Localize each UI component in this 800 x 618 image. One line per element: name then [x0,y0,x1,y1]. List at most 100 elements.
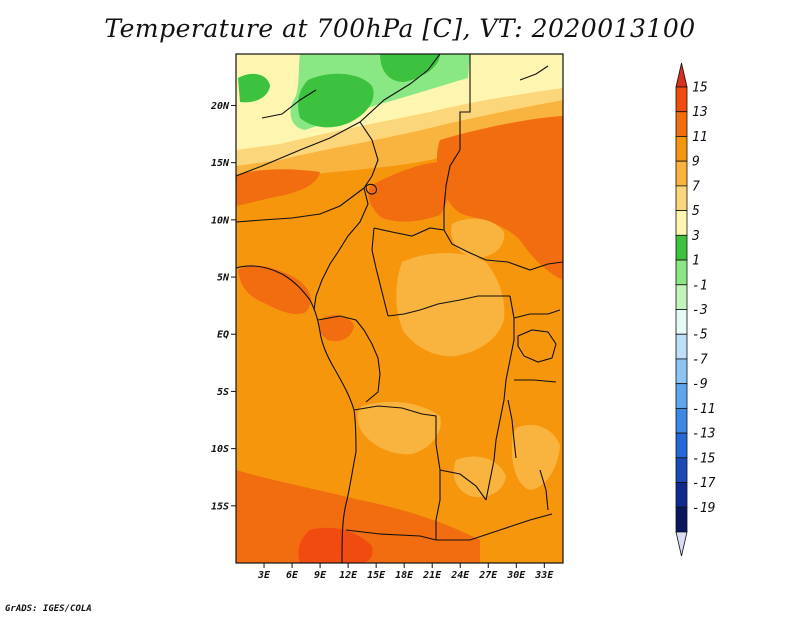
border-uganda [513,309,561,319]
latitude-axis: 20N 15N 10N 5N EQ 5S 10S 15S [210,101,236,512]
field-patch-1b [238,73,270,103]
field-band-13-w [236,169,320,206]
legend-label: -19 [692,501,715,516]
credit-label: GrADS: IGES/COLA [5,604,92,614]
border-angola-zambia [435,470,441,540]
legend-swatch [675,86,688,113]
lat-tick-label: 20N [210,101,230,112]
legend-label: 13 [692,105,708,120]
border-drc-east [485,295,515,501]
border-car-north [373,227,445,237]
border-congo-drc [355,319,381,403]
lon-tick-label: 27E [478,570,498,581]
color-legend: 15 13 11 9 7 5 3 1 -1 -3 -5 -7 -9 -11 -13 -15 -17 -19 [675,62,716,557]
field-patch-9-south [357,401,441,455]
border-car-south [387,295,510,317]
border-red-sea-coast [519,65,549,81]
lon-tick-label: 21E [422,570,442,581]
lat-tick-label: EQ [217,330,229,341]
field-patch-9-central [451,218,505,258]
legend-label: 15 [692,81,708,96]
legend-swatch [675,383,688,409]
legend-swatch [675,160,688,187]
border-lake-malawi [539,469,549,511]
lon-tick-label: 18E [395,570,414,581]
legend-label: -15 [692,451,716,466]
field-patch-9-basin [396,253,505,357]
legend-swatch [675,482,688,508]
legend-label: 7 [692,179,700,194]
border-niger-chad [359,121,379,189]
field-band-13-ne [437,116,563,280]
lon-tick-label: 9E [314,570,327,581]
legend-swatch [675,210,688,236]
legend-swatch [675,333,688,360]
longitude-axis: 3E 6E 9E 12E 15E 18E 21E 24E 27E 30E 33E [257,563,554,581]
legend-label: 1 [692,254,700,269]
legend-label: 9 [692,155,700,170]
field-band-13-coast [238,265,311,315]
border-lake-chad [365,183,377,195]
lon-tick-label: 30E [506,570,526,581]
legend-swatch [675,111,688,137]
border-zambia-south [436,513,553,541]
legend-swatch [675,284,688,310]
lat-tick-label: 10N [211,215,230,226]
country-boundaries [236,54,563,563]
legend-swatch [675,309,688,335]
field-band-13-gabon [318,315,354,342]
field-patch-9-east [512,424,560,490]
legend-swatch [675,185,688,212]
border-sahara-west [261,89,317,119]
map-frame [235,53,564,564]
border-namibia [345,529,437,541]
legend-label: -13 [692,427,715,442]
field-band-15-south [298,527,373,563]
lat-tick-label: 10S [211,444,229,455]
border-drc-angola [353,405,487,501]
lat-tick-label: 15S [211,501,229,512]
legend-label: -1 [692,278,708,293]
legend-label: -17 [692,476,716,491]
temperature-field [236,54,563,563]
legend-swatch [675,457,688,483]
coastline [236,265,357,563]
border-chad-sudan [443,149,487,261]
lat-tick-label: 15N [211,158,230,169]
border-tanzania [514,379,557,383]
border-nigeria-north [236,187,365,223]
lat-tick-label: 5N [217,273,230,284]
legend-max-triangle [675,62,688,88]
legend-label: 11 [692,130,708,145]
legend-label: -11 [692,402,715,417]
field-patch-1c [380,54,440,82]
legend-label: -7 [692,352,708,367]
legend-label: -9 [692,377,708,392]
legend-swatch [675,358,688,385]
field-band-13-n [368,161,451,222]
legend-swatch [675,407,688,434]
lon-tick-label: 24E [450,570,470,581]
lon-tick-label: 15E [367,570,386,581]
legend-label: 5 [692,204,700,219]
legend-swatch [675,432,688,459]
border-cameroon-car [371,227,389,317]
legend-min-triangle [675,531,688,557]
map-title: Temperature at 700hPa [C], VT: 202001310… [104,14,696,43]
border-gabon-congo [317,315,357,321]
lat-tick-label: 5S [217,387,229,398]
border-sudan-ssudan [485,259,563,271]
border-nigeria-cameroon [313,187,369,311]
field-patch-1 [298,73,374,128]
border-lake-tanganyika [507,399,517,459]
legend-swatch [675,259,688,286]
border-libya-egypt [459,54,471,150]
legend-label: -3 [692,303,708,318]
field-band-13-south [236,470,480,563]
lon-tick-label: 12E [339,570,358,581]
border-lake-victoria [517,329,557,363]
lon-tick-label: 6E [286,570,299,581]
legend-swatch [675,136,688,162]
lon-tick-label: 33E [534,570,554,581]
